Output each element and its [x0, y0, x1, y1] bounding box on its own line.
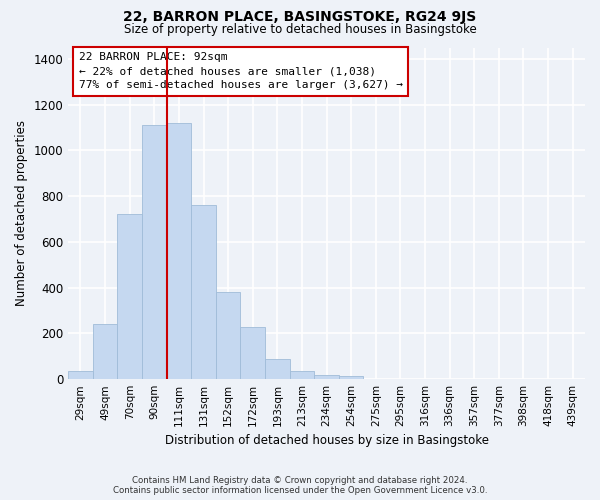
Text: 22 BARRON PLACE: 92sqm
← 22% of detached houses are smaller (1,038)
77% of semi-: 22 BARRON PLACE: 92sqm ← 22% of detached…: [79, 52, 403, 90]
Bar: [216, 292, 241, 379]
Bar: [290, 371, 314, 379]
Bar: [265, 358, 290, 379]
Bar: [339, 376, 364, 379]
Y-axis label: Number of detached properties: Number of detached properties: [15, 120, 28, 306]
Bar: [68, 371, 93, 379]
Bar: [142, 126, 167, 379]
Bar: [241, 326, 265, 379]
Bar: [118, 214, 142, 379]
Text: Contains HM Land Registry data © Crown copyright and database right 2024.
Contai: Contains HM Land Registry data © Crown c…: [113, 476, 487, 495]
X-axis label: Distribution of detached houses by size in Basingstoke: Distribution of detached houses by size …: [164, 434, 488, 448]
Bar: [314, 374, 339, 379]
Bar: [191, 206, 216, 379]
Bar: [167, 123, 191, 379]
Text: Size of property relative to detached houses in Basingstoke: Size of property relative to detached ho…: [124, 22, 476, 36]
Text: 22, BARRON PLACE, BASINGSTOKE, RG24 9JS: 22, BARRON PLACE, BASINGSTOKE, RG24 9JS: [124, 10, 476, 24]
Bar: [93, 324, 118, 379]
